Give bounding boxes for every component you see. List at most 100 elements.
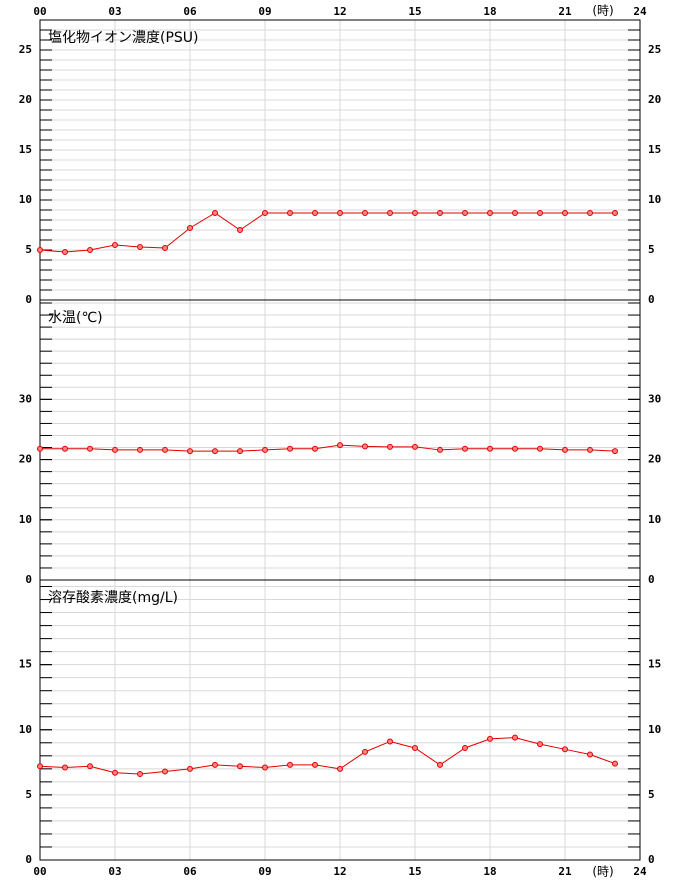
data-point [162, 245, 168, 251]
y-tick-label: 0 [25, 853, 32, 866]
data-point [312, 761, 318, 768]
plot-frame [39, 579, 641, 861]
data-point [37, 247, 43, 253]
data-point [587, 210, 593, 216]
data-point [612, 448, 618, 455]
x-tick-label: 24 [633, 865, 647, 878]
y-tick-label-right: 10 [648, 723, 661, 736]
y-tick-label-right: 20 [648, 453, 661, 466]
data-point [262, 446, 268, 453]
y-tick-label: 0 [25, 573, 32, 586]
data-point [387, 738, 393, 745]
data-point [287, 761, 293, 768]
data-point [62, 764, 68, 771]
data-point [487, 735, 493, 742]
data-point [437, 761, 443, 768]
data-point [612, 210, 618, 216]
x-tick-label: 15 [408, 5, 421, 18]
y-tick-label-right: 25 [648, 43, 661, 56]
y-tick-label: 10 [19, 723, 32, 736]
y-tick-label: 30 [19, 392, 32, 405]
data-point [137, 244, 143, 250]
y-tick-label-right: 10 [648, 513, 661, 526]
x-tick-label: 24 [633, 5, 647, 18]
data-point [187, 765, 193, 772]
x-tick-label: 09 [258, 5, 271, 18]
data-point [112, 769, 118, 776]
y-tick-label: 15 [19, 658, 32, 671]
y-tick-label: 15 [19, 143, 32, 156]
series-line [39, 212, 615, 253]
x-tick-label: 06 [183, 865, 197, 878]
x-tick-label: 06 [183, 5, 197, 18]
data-point [237, 763, 243, 770]
y-tick-label: 25 [19, 43, 32, 56]
data-point [512, 210, 518, 216]
data-point [137, 446, 143, 453]
data-point [362, 210, 368, 216]
y-tick-label-right: 10 [648, 193, 661, 206]
data-point [512, 734, 518, 741]
data-point [362, 748, 368, 755]
y-tick-label-right: 5 [648, 243, 655, 256]
data-point [437, 446, 443, 453]
data-point [337, 210, 343, 216]
data-point [312, 210, 318, 216]
y-tick-label-right: 0 [648, 573, 655, 586]
data-point [412, 443, 418, 450]
x-tick-label: 18 [483, 5, 496, 18]
x-tick-label: 03 [108, 865, 121, 878]
data-point [437, 210, 443, 216]
data-point [512, 445, 518, 452]
x-tick-label: 03 [108, 5, 121, 18]
y-tick-label: 20 [19, 93, 32, 106]
data-point [537, 741, 543, 748]
data-point [462, 745, 468, 751]
data-point [487, 210, 493, 216]
data-point [562, 746, 568, 753]
y-tick-label: 5 [25, 788, 32, 801]
data-point [287, 210, 293, 216]
data-point [362, 443, 368, 450]
x-axis-label: (時) [592, 4, 613, 18]
data-point [412, 745, 418, 751]
data-point [287, 445, 293, 452]
x-tick-label: 18 [483, 865, 496, 878]
data-point [312, 445, 318, 452]
series-line [39, 737, 616, 775]
data-point [162, 446, 168, 453]
data-point [237, 448, 243, 455]
panel-title: 塩化物イオン濃度(PSU) [48, 30, 199, 46]
y-tick-label-right: 30 [648, 392, 661, 405]
y-tick-label: 0 [25, 293, 32, 306]
panel-title: 溶存酸素濃度(mg/L) [48, 590, 178, 606]
data-point [112, 446, 118, 453]
data-point [462, 445, 468, 452]
data-point [587, 446, 593, 453]
y-tick-label-right: 15 [648, 143, 661, 156]
data-point [187, 225, 193, 231]
x-tick-label: 21 [558, 865, 572, 878]
panel-title: 水温(℃) [48, 310, 103, 326]
x-tick-label: 00 [33, 865, 46, 878]
x-tick-label: 12 [333, 5, 346, 18]
y-tick-label: 10 [19, 513, 32, 526]
data-point [587, 751, 593, 758]
y-tick-label-right: 0 [648, 293, 655, 306]
data-point [137, 771, 143, 778]
x-tick-label: 12 [333, 865, 346, 878]
x-axis-label: (時) [592, 865, 613, 879]
y-tick-label: 5 [25, 243, 32, 256]
y-tick-label: 20 [19, 453, 32, 466]
data-point [162, 768, 168, 775]
data-point [487, 445, 493, 452]
x-tick-label: 09 [258, 865, 271, 878]
data-point [237, 227, 243, 233]
data-point [462, 210, 468, 216]
data-point [387, 443, 393, 450]
data-point [337, 442, 343, 449]
data-point [412, 210, 418, 216]
data-point [112, 242, 118, 248]
